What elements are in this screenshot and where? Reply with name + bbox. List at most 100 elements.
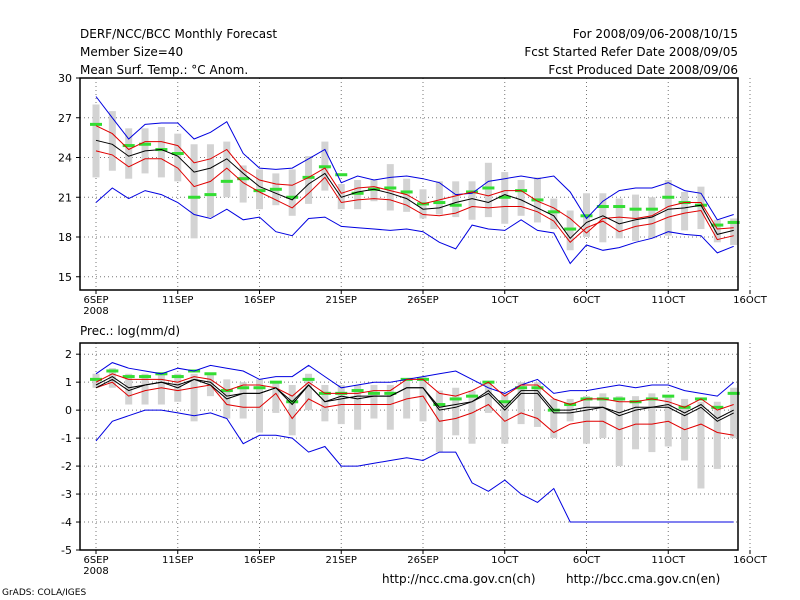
ensemble-box (125, 373, 133, 405)
ensemble-box (681, 191, 689, 231)
observed-mark (629, 207, 642, 211)
y-tick-label: -5 (61, 544, 72, 557)
ensemble-box (272, 382, 280, 413)
y-tick-label: 0 (65, 404, 72, 417)
ensemble-box (370, 384, 378, 419)
observed-mark (139, 375, 152, 379)
ensemble-box (288, 384, 296, 436)
y-tick-label: 1 (65, 376, 72, 389)
x-tick-label: 6SEP (83, 295, 108, 306)
ensemble-box (157, 373, 165, 405)
observed-mark (106, 369, 119, 373)
ensemble-box (713, 401, 721, 469)
y-tick-label: 27 (58, 112, 72, 125)
series-min-line (95, 409, 734, 523)
ensemble-box (697, 401, 705, 489)
temperature-panel: 15 18 21 24 27 30 6SEP 11SEP 16SEP 21SEP 26SEP 1OCT… (58, 72, 768, 317)
observed-mark (515, 386, 528, 390)
observed-mark (531, 386, 544, 390)
observed-mark (318, 165, 331, 169)
forecast-produced-label: Fcst Produced Date 2008/09/06 (548, 63, 738, 77)
observed-mark (531, 198, 544, 202)
ensemble-box (599, 393, 607, 439)
observed-mark (433, 201, 446, 205)
y-tick-label: -3 (61, 488, 72, 501)
grads-credit: GrADS: COLA/IGES (2, 588, 87, 598)
ncc-url-link[interactable]: http://ncc.cma.gov.cn(ch) (382, 572, 536, 586)
observed-mark (662, 394, 675, 398)
ensemble-box (108, 111, 116, 171)
observed-mark (498, 195, 511, 199)
y-tick-label: 18 (58, 231, 72, 244)
observed-mark (237, 177, 250, 181)
x-tick-label: 11OCT (651, 295, 686, 306)
observed-mark (596, 205, 609, 209)
observed-mark (449, 203, 462, 207)
ensemble-box (419, 376, 427, 422)
observed-mark (711, 223, 724, 227)
ensemble-box (141, 373, 149, 405)
observed-mark (253, 189, 266, 193)
series-lower-line (95, 381, 734, 436)
ensemble-box (697, 186, 705, 230)
ensemble-box (648, 197, 656, 239)
y-tick-label: 24 (58, 152, 72, 165)
ensemble-box (125, 128, 133, 179)
ensemble-box (550, 198, 558, 230)
ensemble-box (288, 169, 296, 216)
x-tick-label: 16SEP (244, 295, 275, 306)
ensemble-box (435, 181, 443, 215)
bcc-url-link[interactable]: http://bcc.cma.gov.cn(en) (566, 572, 721, 586)
x-tick-label: 16SEP (244, 555, 275, 566)
x-tick-label: 21SEP (326, 295, 357, 306)
x-tick-label: 26SEP (407, 295, 438, 306)
ensemble-box (174, 133, 182, 182)
observed-mark (122, 144, 135, 148)
x-tick-label: 11OCT (651, 555, 686, 566)
observed-mark (269, 380, 282, 384)
x-tick-label: 6OCT (573, 295, 601, 306)
x-tick-label: 1OCT (491, 555, 519, 566)
observed-mark (449, 397, 462, 401)
ensemble-box (484, 162, 492, 218)
observed-mark (269, 187, 282, 191)
observed-mark (351, 191, 364, 195)
observed-mark (482, 186, 495, 190)
ensemble-box (403, 178, 411, 212)
y-tick-label: 2 (65, 348, 72, 361)
observed-mark (286, 195, 299, 199)
forecast-started-label: Fcst Started Refer Date 2008/09/05 (524, 45, 738, 59)
observed-mark (384, 391, 397, 395)
observed-mark (237, 386, 250, 390)
chart-title: DERF/NCC/BCC Monthly Forecast (80, 27, 278, 41)
ensemble-box (632, 396, 640, 450)
ensemble-box (92, 104, 100, 178)
ensemble-box (206, 144, 214, 218)
y-tick-label: -4 (61, 516, 72, 529)
ensemble-box (452, 181, 460, 218)
observed-mark (727, 391, 740, 395)
x-year-label: 2008 (83, 566, 108, 577)
observed-mark (662, 195, 675, 199)
observed-mark (400, 190, 413, 194)
observed-mark (204, 372, 217, 376)
observed-mark (302, 377, 315, 381)
y-tick-label: 21 (58, 191, 72, 204)
ensemble-box (713, 219, 721, 243)
observed-mark (171, 152, 184, 156)
ensemble-box (583, 396, 590, 444)
observed-mark (433, 403, 446, 407)
ensemble-box (223, 141, 231, 198)
observed-mark (727, 220, 740, 224)
series-ref-line (95, 378, 734, 422)
ensemble-box (190, 373, 198, 422)
observed-mark (711, 405, 724, 409)
observed-mark (351, 389, 364, 393)
observed-mark (139, 142, 152, 146)
observed-mark (367, 391, 380, 395)
x-tick-label: 16OCT (733, 555, 768, 566)
ensemble-box (484, 382, 492, 413)
plot-frame (79, 77, 739, 291)
observed-mark (613, 397, 626, 401)
